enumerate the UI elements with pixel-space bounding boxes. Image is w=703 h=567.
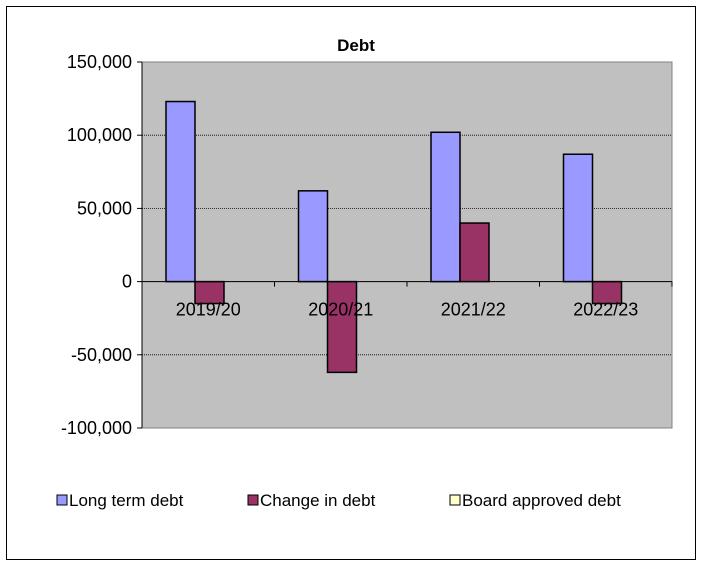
y-tick-label: 150,000 <box>67 52 132 72</box>
legend-swatch <box>247 494 259 506</box>
bar-long-term-debt <box>562 153 594 283</box>
legend-swatch <box>449 494 461 506</box>
legend-label: Long term debt <box>69 491 184 510</box>
x-tick-label: 2019/20 <box>176 300 241 320</box>
legend-swatch <box>56 494 68 506</box>
bar-long-term-debt <box>297 190 329 283</box>
bar-change-in-debt <box>326 280 358 374</box>
y-axis: 150,000 100,000 50,000 0 -50,000 -100,000 <box>61 52 143 438</box>
legend-label: Board approved debt <box>462 491 621 510</box>
zero-axis-line <box>141 281 673 287</box>
y-tick-label: -100,000 <box>61 418 132 438</box>
x-tick-label: 2021/22 <box>441 300 506 320</box>
y-tick-label: 0 <box>122 272 132 292</box>
legend: Long term debt Change in debt Board approv… <box>56 491 621 510</box>
bar-change-in-debt <box>459 222 490 283</box>
y-tick-label: 50,000 <box>77 198 132 218</box>
legend-label: Change in debt <box>260 491 376 510</box>
bar-long-term-debt <box>165 100 196 283</box>
bar-long-term-debt <box>430 131 461 283</box>
x-axis-labels: 2019/20 2020/21 2021/22 2022/23 <box>176 300 639 320</box>
y-tick-label: 100,000 <box>67 125 132 145</box>
y-tick-label: -50,000 <box>71 345 132 365</box>
chart-title: Debt <box>337 36 375 55</box>
x-tick-label: 2020/21 <box>308 300 373 320</box>
x-tick-label: 2022/23 <box>573 300 638 320</box>
bars <box>165 100 623 374</box>
